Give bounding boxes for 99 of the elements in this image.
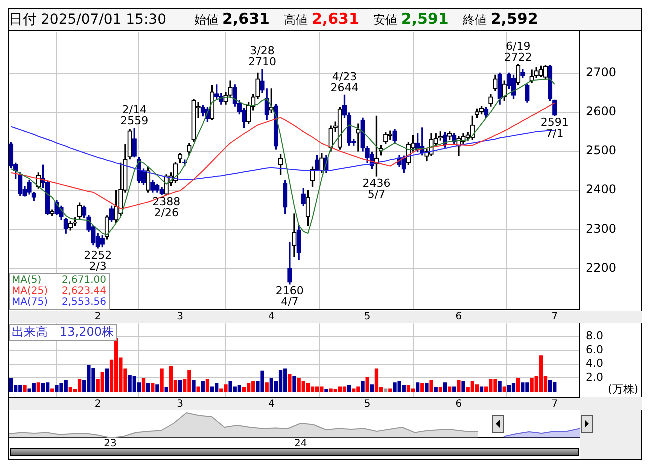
bar <box>438 387 443 392</box>
bar <box>370 384 374 392</box>
chart-title: 出来高 13,200株 <box>9 324 117 341</box>
bar <box>512 383 516 392</box>
bar <box>192 380 196 392</box>
bar <box>347 385 352 392</box>
bar <box>36 382 41 392</box>
annotation: 2,671.00 <box>62 274 107 286</box>
bar <box>430 380 434 392</box>
bar <box>105 368 110 392</box>
annotation: 2,623.44 <box>62 286 107 297</box>
bar <box>238 385 242 392</box>
x-tick-label: 3 <box>177 311 184 322</box>
x-tick-label: 4 <box>268 311 275 322</box>
x-tick-label: 5 <box>364 311 371 322</box>
x-tick-label: 23 <box>104 438 117 450</box>
bar <box>434 387 438 392</box>
bar <box>516 378 520 392</box>
bar <box>448 386 452 392</box>
y-tick-label: 6.0 <box>586 343 604 356</box>
bar <box>338 386 342 392</box>
x-tick-label: 4 <box>268 398 275 410</box>
bar <box>164 387 168 392</box>
bar <box>324 389 328 392</box>
bar <box>457 380 461 392</box>
y-tick-label: 4.0 <box>586 357 604 370</box>
bar <box>342 386 347 392</box>
bar <box>548 380 552 392</box>
bar <box>151 383 155 392</box>
y-tick-label: 2.0 <box>586 370 604 384</box>
bar <box>201 381 205 392</box>
x-tick-label: 6 <box>456 398 462 410</box>
bar <box>41 383 46 392</box>
bar <box>292 376 296 392</box>
bar <box>210 386 214 392</box>
bar <box>406 385 411 392</box>
x-tick-label: 2 <box>94 311 102 322</box>
annotation: 2591 7/1 <box>540 116 569 140</box>
x-tick-label: 2 <box>94 398 102 410</box>
x-tick-label: 3 <box>177 398 184 410</box>
bar <box>146 383 150 392</box>
annotation: 2,553.56 <box>62 296 107 308</box>
text: MA(25) <box>12 286 48 297</box>
x-tick-label: 5 <box>364 398 371 410</box>
bar <box>388 388 392 392</box>
x-tick-label: 24 <box>294 438 308 450</box>
y-tick-label: 2700 <box>586 65 617 80</box>
y-tick-label: 2200 <box>586 260 617 275</box>
candlestick <box>356 124 361 152</box>
x-tick-label: 7 <box>552 311 558 322</box>
bar <box>420 383 424 392</box>
bar <box>306 383 310 392</box>
bar <box>480 386 484 392</box>
bar <box>178 380 182 392</box>
x-tick-label: 7 <box>552 398 558 410</box>
bar <box>206 379 210 392</box>
y-axis-title: (万株) <box>608 382 639 398</box>
annotation: 2388 2/26 <box>152 196 181 220</box>
text: MA(75) <box>12 296 48 308</box>
bar <box>278 370 283 392</box>
bar <box>507 385 512 392</box>
bar <box>475 384 480 392</box>
y-tick-label: 2500 <box>586 144 617 158</box>
bar <box>9 378 14 392</box>
bar <box>462 381 466 392</box>
bar <box>78 379 82 392</box>
x-tick-label: 6 <box>456 311 462 322</box>
annotation: 3/28 2710 <box>248 44 277 69</box>
bar <box>310 386 315 392</box>
chart-title: 日付 2025/07/01 15:30 始値 2,631 高値 2,631 安値 2,591 終値 2,592 <box>9 10 538 28</box>
annotation: 6/19 2722 <box>504 40 532 64</box>
bar <box>288 374 292 392</box>
annotation: 2252 2/3 <box>84 248 112 273</box>
bar <box>265 382 269 392</box>
bar <box>156 384 160 392</box>
y-tick-label: 8.0 <box>586 330 604 343</box>
bar <box>498 381 502 392</box>
y-tick-label: 2600 <box>586 104 617 118</box>
bar <box>416 382 420 392</box>
bar <box>242 387 246 392</box>
bar <box>366 377 370 392</box>
bar <box>160 368 164 392</box>
bar <box>374 368 379 392</box>
bar <box>452 386 456 392</box>
bar <box>246 383 251 392</box>
annotation: 2436 5/7 <box>362 176 391 201</box>
bar <box>361 381 365 392</box>
bar <box>196 386 200 392</box>
y-tick-label: 2400 <box>586 182 617 197</box>
bar <box>443 382 448 392</box>
annotation: 4/23 2644 <box>330 70 359 95</box>
bar <box>23 385 27 392</box>
annotation: 2160 4/7 <box>276 284 304 309</box>
text: MA(5) <box>12 274 42 286</box>
y-tick-label: 2300 <box>586 222 617 236</box>
bar <box>502 386 506 392</box>
bar <box>142 378 146 392</box>
bar <box>425 383 429 392</box>
annotation: 2/14 2559 <box>120 104 149 128</box>
